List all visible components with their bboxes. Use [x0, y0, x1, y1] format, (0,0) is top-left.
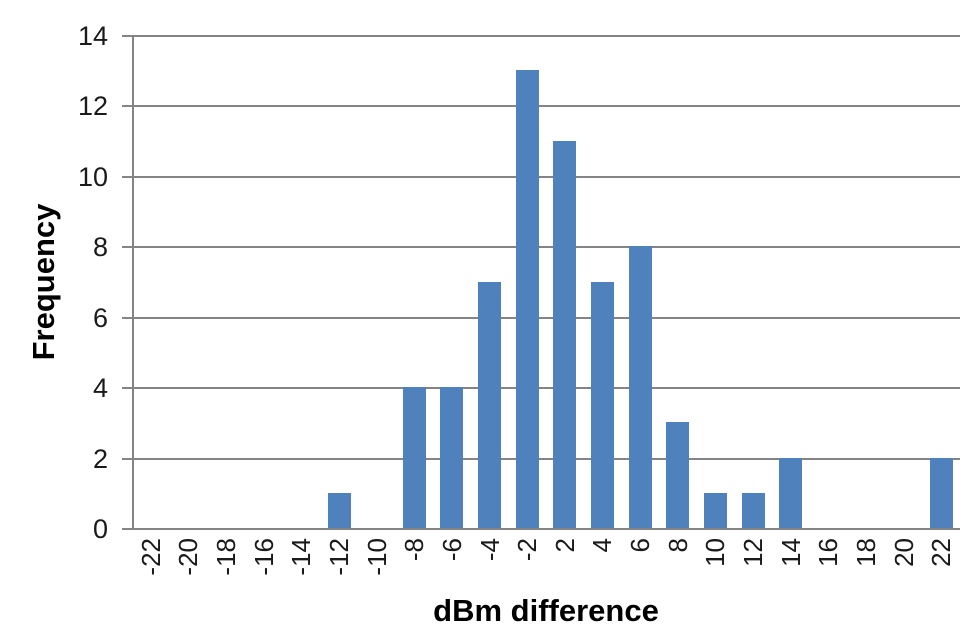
bar-10 — [703, 492, 727, 528]
gridline-y-12 — [132, 105, 960, 108]
y-tick-label-0: 0 — [92, 514, 108, 544]
x-tick-label-2: 2 — [549, 538, 580, 553]
x-axis-title: dBm difference — [433, 593, 659, 628]
x-tick-label-16: 16 — [813, 538, 844, 567]
y-axis-tick-6 — [122, 316, 132, 319]
x-tick-label-10: 10 — [700, 538, 731, 567]
x-tick-label-20: 20 — [888, 538, 919, 567]
y-tick-label-4: 4 — [92, 373, 108, 404]
y-axis-tick-12 — [122, 105, 132, 108]
x-tick-label--4: -4 — [474, 538, 505, 562]
bar-4 — [590, 281, 614, 528]
y-axis-tick-4 — [122, 387, 132, 390]
bar-8 — [666, 422, 690, 528]
x-tick-label-22: 22 — [926, 538, 957, 567]
bar--12 — [327, 492, 351, 528]
x-tick-label--12: -12 — [324, 538, 354, 576]
y-axis-tick-14 — [122, 35, 132, 37]
x-tick-label--18: -18 — [211, 538, 242, 576]
gridline-y-4 — [132, 387, 960, 390]
x-tick-label--10: -10 — [361, 538, 392, 576]
gridline-y-6 — [132, 316, 960, 319]
x-tick-label-6: 6 — [625, 538, 656, 553]
bar-22 — [929, 457, 953, 528]
gridline-y-2 — [132, 457, 960, 460]
gridline-y-8 — [132, 246, 960, 249]
gridline-y-10 — [132, 175, 960, 178]
y-axis-title: Frequency — [26, 203, 61, 361]
x-tick-label--14: -14 — [286, 538, 317, 576]
x-tick-label--2: -2 — [512, 538, 543, 562]
x-axis-line — [132, 528, 960, 530]
y-axis-tick-2 — [122, 457, 132, 460]
x-tick-label-8: 8 — [662, 538, 693, 553]
y-tick-label-8: 8 — [92, 232, 108, 263]
x-tick-label-12: 12 — [738, 538, 768, 567]
x-tick-label-18: 18 — [850, 538, 881, 567]
y-tick-label-12: 12 — [77, 91, 108, 122]
bar-6 — [628, 246, 652, 528]
x-tick-label--22: -22 — [135, 538, 166, 576]
x-tick-label-14: 14 — [775, 538, 806, 567]
bar--6 — [440, 387, 464, 528]
x-tick-label--8: -8 — [399, 538, 430, 562]
y-axis-line — [132, 35, 134, 530]
y-tick-label-14: 14 — [77, 21, 108, 51]
bar--4 — [478, 281, 502, 528]
y-tick-label-10: 10 — [77, 161, 108, 192]
y-axis-tick-8 — [122, 246, 132, 249]
y-axis-tick-0 — [122, 528, 132, 530]
bar--8 — [402, 387, 426, 528]
y-axis-tick-10 — [122, 175, 132, 178]
x-tick-label--20: -20 — [173, 538, 204, 576]
bar--2 — [515, 70, 539, 528]
bar-2 — [553, 140, 577, 528]
x-tick-label--6: -6 — [436, 538, 467, 562]
bar-14 — [779, 457, 803, 528]
x-tick-label-4: 4 — [587, 538, 618, 553]
bar-12 — [741, 492, 765, 528]
x-tick-label--16: -16 — [248, 538, 279, 576]
y-tick-label-2: 2 — [92, 443, 108, 474]
y-tick-label-6: 6 — [92, 302, 108, 333]
gridline-y-14 — [132, 35, 960, 37]
